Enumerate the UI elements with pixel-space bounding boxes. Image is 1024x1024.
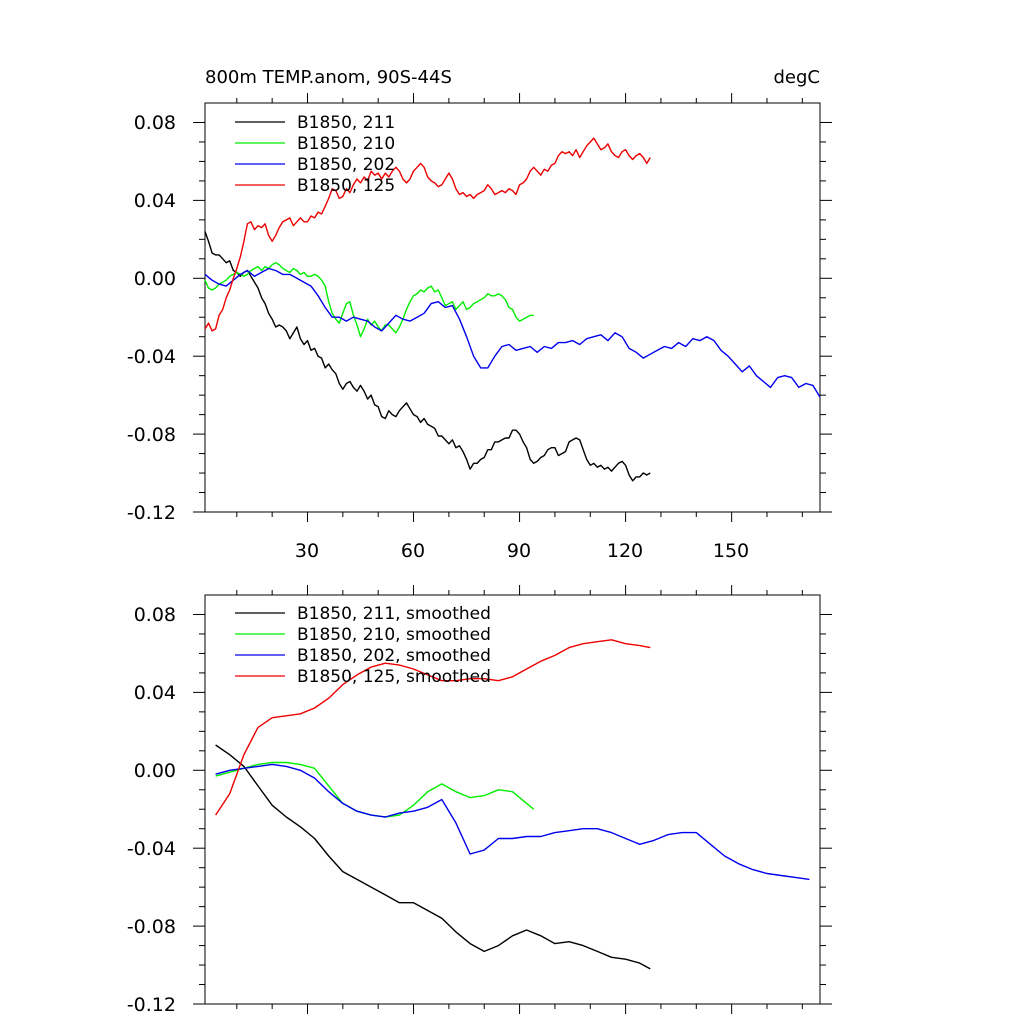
bottom-y-tick-label: -0.08 (127, 916, 176, 938)
top-x-tick-label: 90 (507, 540, 531, 562)
top-series-line-0 (204, 231, 651, 482)
bottom-y-tick-label: -0.04 (127, 838, 176, 860)
top-x-tick-label: 60 (401, 540, 425, 562)
top-y-tick-label: 0.00 (134, 268, 176, 290)
bottom-series-line-2 (215, 763, 810, 881)
bottom-panel: 0.08 0.04 0.00 -0.04 -0.08 -0.12 B1850, … (127, 585, 832, 1016)
legend-label: B1850, 202 (297, 155, 395, 175)
bottom-series-line-3 (215, 639, 651, 816)
legend-label: B1850, 125 (297, 176, 395, 196)
top-title-left: 800m TEMP.anom, 90S-44S (205, 67, 452, 88)
top-panel: 800m TEMP.anom, 90S-44S degC 0.08 0.04 0… (127, 67, 832, 562)
top-plot-frame (204, 102, 821, 513)
bottom-axis-ticks (193, 585, 832, 1014)
top-y-tick-label: 0.04 (134, 190, 176, 212)
bottom-y-tick-label: 0.04 (134, 682, 176, 704)
top-series-lines (204, 137, 821, 482)
legend-label: B1850, 210 (297, 134, 395, 154)
top-y-tick-label: -0.08 (127, 424, 176, 446)
top-x-tick-label: 150 (713, 540, 749, 562)
legend-label: B1850, 210, smoothed (297, 625, 491, 645)
bottom-legend: B1850, 211, smoothed B1850, 210, smoothe… (235, 604, 491, 687)
bottom-series-line-1 (215, 761, 535, 818)
bottom-series-line-0 (215, 744, 651, 970)
legend-label: B1850, 211 (297, 113, 395, 133)
bottom-y-tick-label: -0.12 (127, 994, 176, 1016)
top-y-tick-label: 0.08 (134, 112, 176, 134)
legend-label: B1850, 125, smoothed (297, 667, 491, 687)
top-series-line-2 (204, 267, 821, 398)
top-y-tick-label: -0.12 (127, 502, 176, 524)
top-x-tick-labels: 30 60 90 120 150 (295, 540, 749, 562)
top-legend: B1850, 211 B1850, 210 B1850, 202 B1850, … (235, 113, 395, 196)
top-y-tick-labels: 0.08 0.04 0.00 -0.04 -0.08 -0.12 (127, 112, 176, 524)
top-series-line-3 (204, 137, 651, 332)
top-title-right: degC (774, 67, 821, 88)
top-x-tick-label: 30 (295, 540, 319, 562)
bottom-y-tick-label: 0.00 (134, 760, 176, 782)
top-y-tick-label: -0.04 (127, 346, 176, 368)
top-axis-ticks (193, 93, 832, 522)
bottom-series-lines (215, 639, 810, 970)
bottom-y-tick-label: 0.08 (134, 604, 176, 626)
legend-label: B1850, 202, smoothed (297, 646, 491, 666)
top-series-line-1 (204, 262, 534, 338)
bottom-y-tick-labels: 0.08 0.04 0.00 -0.04 -0.08 -0.12 (127, 604, 176, 1016)
bottom-plot-frame (204, 594, 821, 1005)
legend-label: B1850, 211, smoothed (297, 604, 491, 624)
top-x-tick-label: 120 (607, 540, 643, 562)
